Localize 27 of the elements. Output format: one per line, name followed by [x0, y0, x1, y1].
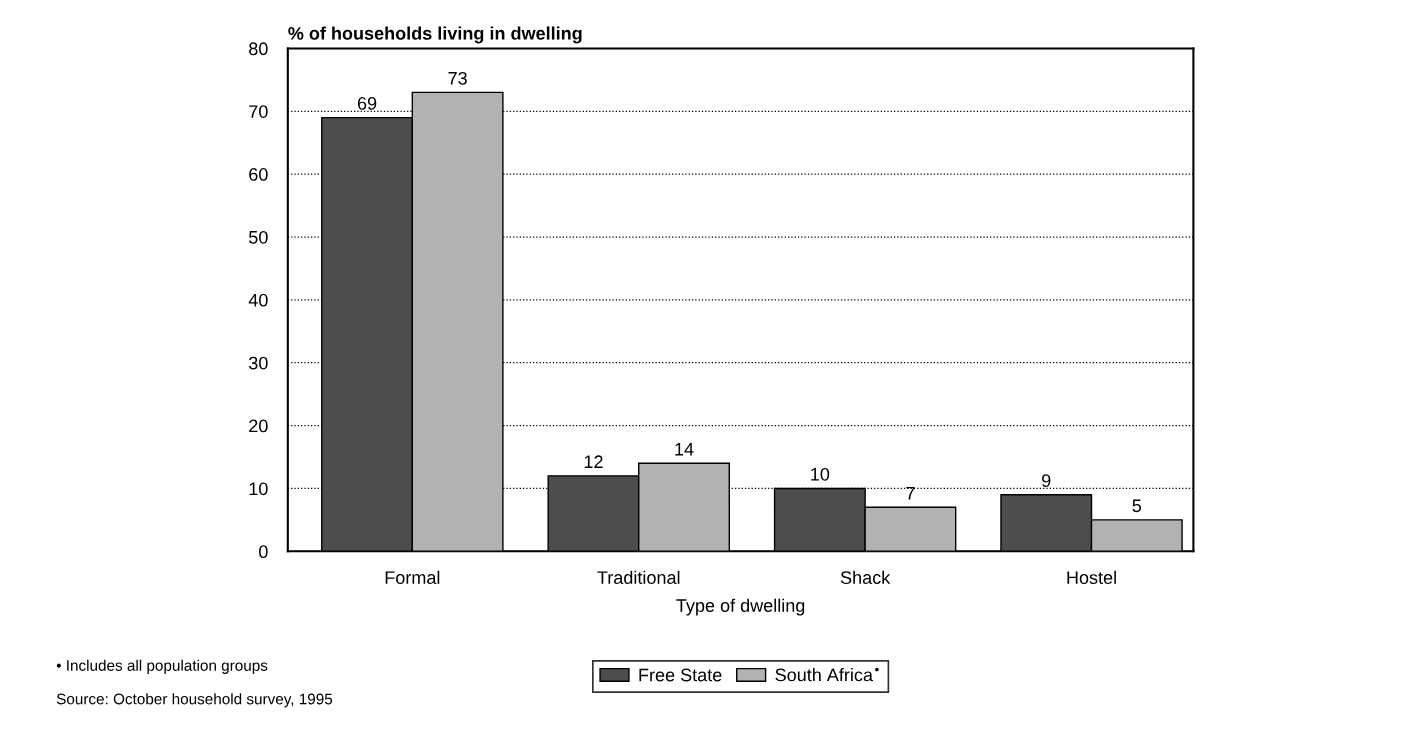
x-tick-label: Hostel	[1067, 570, 1116, 585]
data-label: 69	[357, 97, 377, 110]
y-tick-label: 30	[248, 356, 268, 370]
y-tick-label: 60	[249, 168, 268, 181]
legend-label: South Africa$^{•}$	[775, 667, 879, 682]
y-tick-label: 70	[249, 105, 268, 118]
x-tick-label: Formal	[385, 570, 440, 585]
data-label: 73	[448, 71, 467, 85]
y-tick-label: 10	[249, 482, 268, 496]
x-axis-title: Type of dwelling	[676, 598, 805, 616]
source-note: Source: October household survey, 1995	[56, 693, 333, 708]
y-tick-label: 0	[259, 545, 268, 559]
y-axis-title: % of households living in dwelling	[288, 26, 582, 44]
y-tick-label: 50	[249, 230, 268, 244]
data-label: 5	[1132, 499, 1142, 513]
data-label: 7	[906, 486, 915, 500]
y-tick-label: 80	[249, 42, 268, 56]
y-tick-label: 40	[248, 293, 268, 307]
data-label: 10	[811, 467, 830, 481]
data-label: 9	[1042, 474, 1051, 487]
text: • Includes all population groups	[56, 659, 268, 674]
x-tick-label: Shack	[840, 570, 891, 585]
x-tick-label: Traditional	[597, 570, 680, 585]
y-tick-label: 20	[249, 419, 268, 433]
legend-label: Free State	[639, 668, 722, 682]
data-label: 12	[584, 455, 603, 468]
data-label: 14	[675, 442, 694, 456]
